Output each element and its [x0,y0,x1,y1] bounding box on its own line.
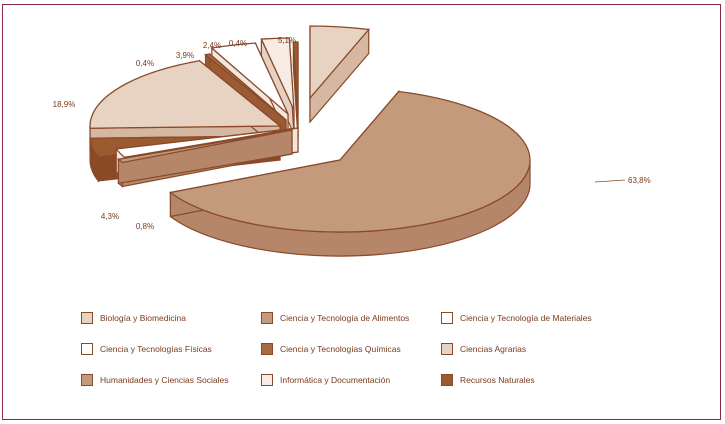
legend-label: Recursos Naturales [460,375,535,385]
pie-slice-top [168,90,531,233]
slice-percent-label: 5,1% [278,36,296,45]
slice-percent-label: 2,4% [203,41,221,50]
pie-slice-top [292,41,299,115]
slice-percent-label: 63,8% [628,176,651,185]
legend-swatch [441,343,453,355]
legend-item-informatica: Informática y Documentación [261,369,441,391]
legend-swatch [441,312,453,324]
legend-item-fisicas: Ciencia y Tecnologías Físicas [81,338,261,360]
legend-label: Ciencia y Tecnología de Alimentos [280,313,410,323]
legend-swatch [441,374,453,386]
leader-line [594,179,626,183]
pie-slice-top [115,127,299,158]
legend-label: Humanidades y Ciencias Sociales [100,375,229,385]
legend-item-agrarias: Ciencias Agrarias [441,338,631,360]
slice-percent-label: 3,9% [176,51,194,60]
pie-slice-top [210,42,289,115]
legend-item-quimicas: Ciencia y Tecnologías Químicas [261,338,441,360]
pie-slice [116,129,293,188]
pie-slice-top [204,53,287,121]
slice-percent-label: 0,4% [136,59,154,68]
legend-item-humanidades: Humanidades y Ciencias Sociales [81,369,261,391]
pie-slice-top [309,25,370,100]
legend-item-materiales: Ciencia y Tecnología de Materiales [441,307,631,329]
legend-swatch [261,343,273,355]
pie-slice-top [89,60,282,129]
pie-slice [168,89,531,257]
pie-slice [309,25,370,124]
legend-label: Ciencia y Tecnologías Químicas [280,344,401,354]
legend-label: Informática y Documentación [280,375,391,385]
slice-percent-label: 18,9% [53,100,76,109]
chart-legend: Biología y Biomedicina Ciencia y Tecnolo… [81,307,631,400]
slice-percent-label: 0,4% [229,39,247,48]
legend-item-recursos: Recursos Naturales [441,369,631,391]
legend-label: Ciencia y Tecnología de Materiales [460,313,592,323]
slice-percent-label: 4,3% [101,212,119,221]
legend-swatch [81,312,93,324]
legend-swatch [261,374,273,386]
legend-label: Biología y Biomedicina [100,313,186,323]
legend-swatch [81,343,93,355]
pie-slice-top [260,37,295,111]
legend-swatch [261,312,273,324]
legend-swatch [81,374,93,386]
legend-label: Ciencia y Tecnologías Físicas [100,344,212,354]
slice-percent-label: 0,8% [136,222,154,231]
legend-label: Ciencias Agrarias [460,344,527,354]
pie-slice-top [116,129,293,164]
legend-item-alimentos: Ciencia y Tecnología de Alimentos [261,307,441,329]
legend-item-biologia: Biología y Biomedicina [81,307,261,329]
exploded-3d-pie-chart: 63,8% 0,8% 4,3% 18,9% 0,4% 3,9% 2,4% 0,4% 5,1% [53,25,651,257]
